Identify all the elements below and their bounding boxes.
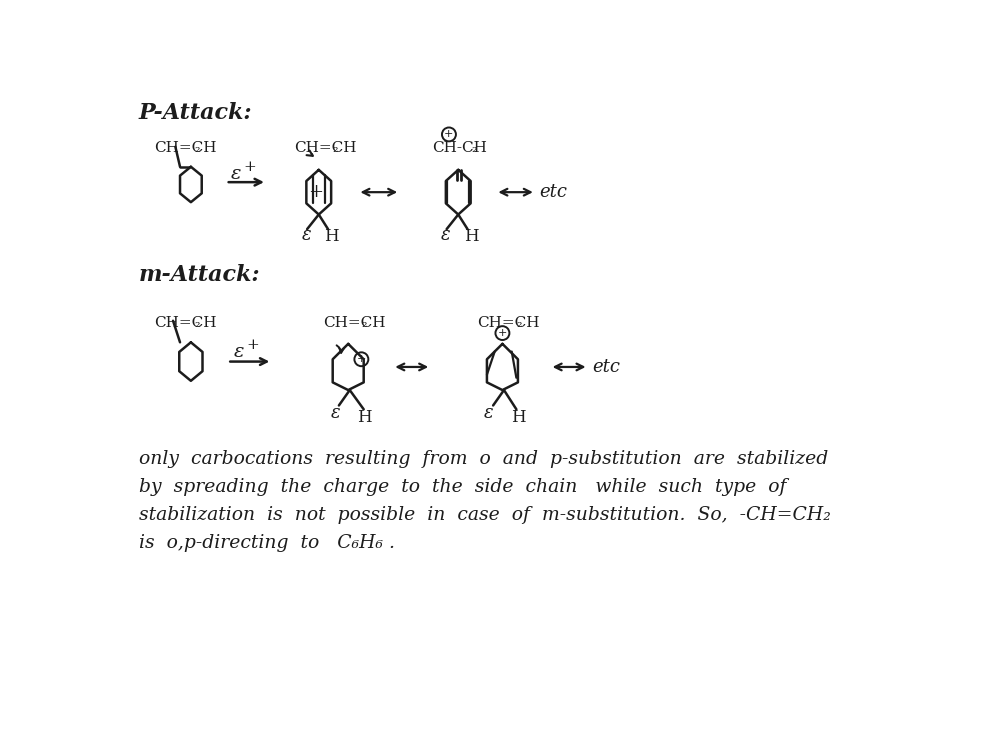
Text: +: + <box>244 160 256 174</box>
Text: ε: ε <box>231 165 242 183</box>
Text: ₂: ₂ <box>333 141 338 156</box>
Text: ε: ε <box>234 343 244 361</box>
Text: ₂: ₂ <box>471 141 477 156</box>
Text: stabilization  is  not  possible  in  case  of  m-substitution.  So,  -CH=CH₂: stabilization is not possible in case of… <box>139 506 831 524</box>
Text: H: H <box>358 409 372 426</box>
Text: H: H <box>324 227 339 245</box>
Text: only  carbocations  resulting  from  o  and  p-substitution  are  stabilized: only carbocations resulting from o and p… <box>139 450 828 468</box>
Text: ₂: ₂ <box>361 316 367 330</box>
Text: H: H <box>464 227 479 245</box>
Text: ₂: ₂ <box>194 316 200 330</box>
Text: CH-CH: CH-CH <box>432 141 487 156</box>
Text: ε: ε <box>484 404 493 422</box>
Text: +: + <box>444 129 454 139</box>
Text: CH=CH: CH=CH <box>323 316 385 330</box>
Text: etc: etc <box>540 183 568 201</box>
Text: by  spreading  the  charge  to  the  side  chain   while  such  type  of: by spreading the charge to the side chai… <box>139 478 786 496</box>
Text: CH=CH: CH=CH <box>478 316 540 330</box>
Text: m-Attack:: m-Attack: <box>139 263 261 286</box>
Text: ₂: ₂ <box>194 141 200 156</box>
Text: P-Attack:: P-Attack: <box>139 102 253 124</box>
Text: ε: ε <box>330 404 340 422</box>
Text: is  o,p-directing  to   C₆H₆ .: is o,p-directing to C₆H₆ . <box>139 533 395 551</box>
Text: CH=CH: CH=CH <box>154 141 217 156</box>
Text: +: + <box>498 328 507 338</box>
Text: etc: etc <box>592 358 620 376</box>
Text: ₂: ₂ <box>516 316 522 330</box>
Text: ε: ε <box>441 225 451 244</box>
Text: +: + <box>246 337 259 352</box>
Text: CH=CH: CH=CH <box>154 316 217 330</box>
Text: +: + <box>308 183 323 201</box>
Text: CH=CH: CH=CH <box>294 141 356 156</box>
Text: H: H <box>511 409 526 426</box>
Text: ε: ε <box>302 225 311 244</box>
Text: +: + <box>357 355 366 364</box>
